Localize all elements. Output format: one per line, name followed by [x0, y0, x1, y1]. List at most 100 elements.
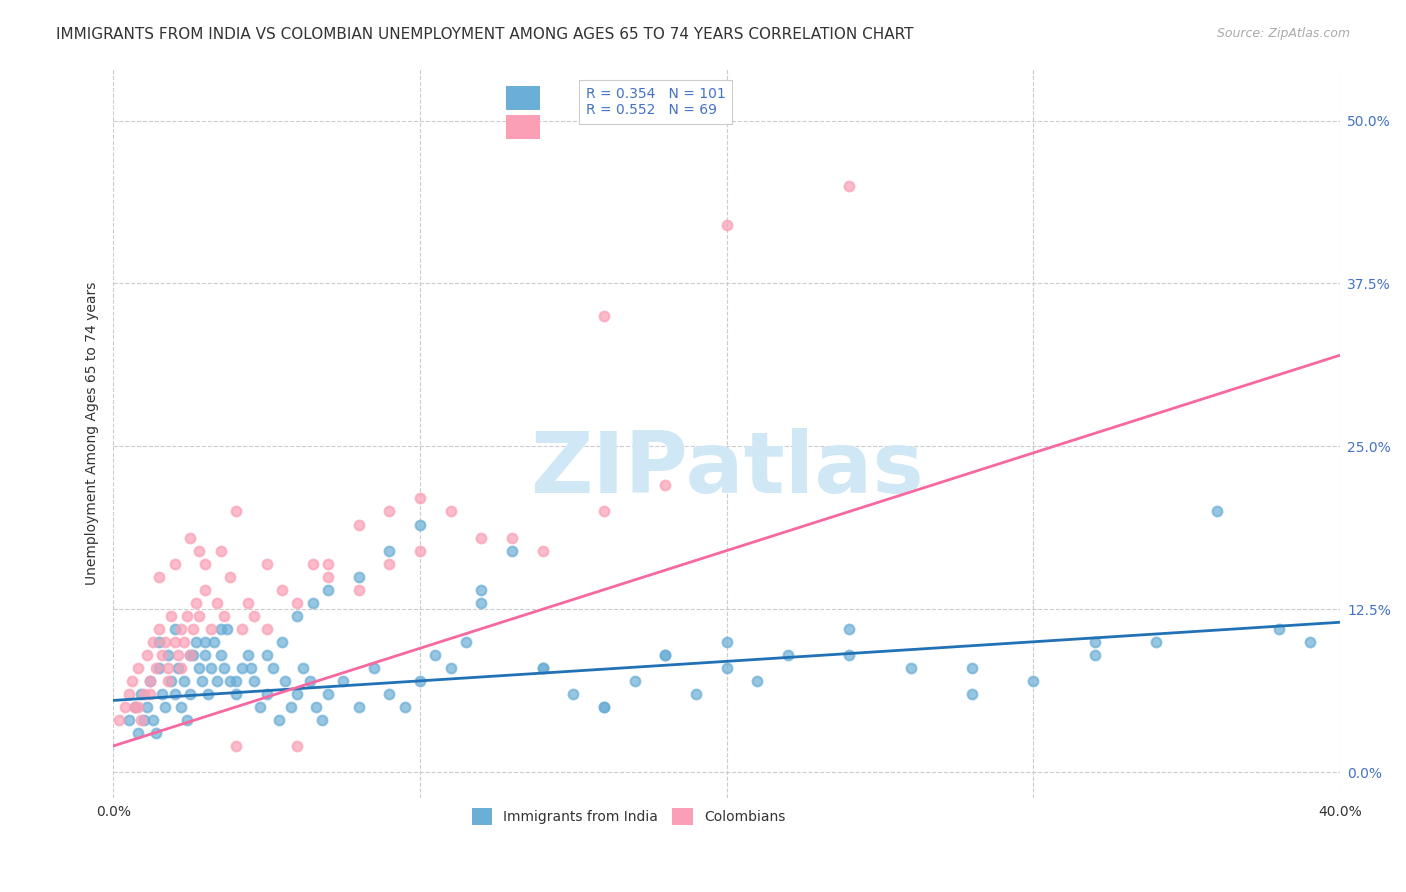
Point [129, 687, 152, 701]
Point [501, 531, 523, 545]
Point [332, 673, 354, 688]
Point [1206, 504, 1229, 518]
Point [623, 673, 645, 688]
Point [108, 713, 131, 727]
Point [316, 687, 339, 701]
Point [114, 700, 136, 714]
Point [148, 622, 170, 636]
Point [215, 622, 238, 636]
Point [127, 700, 149, 714]
Point [409, 543, 432, 558]
Point [166, 648, 188, 662]
Point [654, 478, 676, 492]
Point [316, 582, 339, 597]
Point [439, 661, 461, 675]
Point [274, 673, 297, 688]
Point [200, 661, 222, 675]
Point [311, 713, 333, 727]
Point [378, 687, 401, 701]
Point [716, 634, 738, 648]
Point [285, 608, 308, 623]
Point [378, 504, 401, 518]
Point [409, 517, 432, 532]
Point [316, 557, 339, 571]
Point [181, 622, 204, 636]
Point [593, 700, 616, 714]
Point [454, 634, 477, 648]
Text: IMMIGRANTS FROM INDIA VS COLOMBIAN UNEMPLOYMENT AMONG AGES 65 TO 74 YEARS CORREL: IMMIGRANTS FROM INDIA VS COLOMBIAN UNEMP… [56, 27, 914, 42]
Point [145, 726, 167, 740]
Point [378, 543, 401, 558]
Point [148, 634, 170, 648]
Point [270, 634, 292, 648]
Point [347, 582, 370, 597]
Point [409, 673, 432, 688]
Point [176, 713, 198, 727]
Point [191, 673, 214, 688]
Point [170, 661, 193, 675]
Point [960, 687, 983, 701]
Point [184, 634, 207, 648]
Point [593, 309, 616, 323]
Point [179, 648, 201, 662]
Point [378, 557, 401, 571]
Point [301, 596, 323, 610]
Point [747, 673, 769, 688]
Point [132, 687, 155, 701]
Point [173, 634, 195, 648]
Point [562, 687, 585, 701]
Point [501, 543, 523, 558]
FancyBboxPatch shape [506, 86, 540, 110]
Text: Source: ZipAtlas.com: Source: ZipAtlas.com [1216, 27, 1350, 40]
Point [148, 569, 170, 583]
Point [1268, 622, 1291, 636]
Point [439, 504, 461, 518]
Point [200, 622, 222, 636]
Point [150, 648, 173, 662]
Point [256, 687, 278, 701]
Point [225, 687, 247, 701]
Point [163, 557, 186, 571]
Point [145, 661, 167, 675]
Point [347, 700, 370, 714]
Point [301, 557, 323, 571]
Point [262, 661, 284, 675]
Point [838, 622, 860, 636]
Y-axis label: Unemployment Among Ages 65 to 74 years: Unemployment Among Ages 65 to 74 years [86, 282, 100, 585]
Point [127, 726, 149, 740]
Point [685, 687, 707, 701]
Point [139, 673, 162, 688]
Point [470, 531, 492, 545]
Point [132, 713, 155, 727]
Point [425, 648, 447, 662]
Point [960, 661, 983, 675]
Point [121, 673, 143, 688]
Point [179, 531, 201, 545]
Point [188, 543, 211, 558]
Point [176, 608, 198, 623]
Point [470, 582, 492, 597]
Point [139, 687, 162, 701]
Point [236, 596, 259, 610]
Point [212, 661, 235, 675]
Point [240, 661, 263, 675]
Point [209, 543, 232, 558]
Point [148, 661, 170, 675]
Point [142, 713, 165, 727]
Point [593, 700, 616, 714]
Point [285, 739, 308, 753]
Point [531, 543, 554, 558]
Point [236, 648, 259, 662]
Point [188, 661, 211, 675]
Point [173, 673, 195, 688]
Point [243, 608, 266, 623]
Point [160, 608, 183, 623]
Point [142, 634, 165, 648]
Text: R = 0.354   N = 101
R = 0.552   N = 69: R = 0.354 N = 101 R = 0.552 N = 69 [585, 87, 725, 117]
Point [267, 713, 290, 727]
Point [243, 673, 266, 688]
Point [593, 504, 616, 518]
Point [1298, 634, 1320, 648]
Point [256, 557, 278, 571]
Point [249, 700, 271, 714]
